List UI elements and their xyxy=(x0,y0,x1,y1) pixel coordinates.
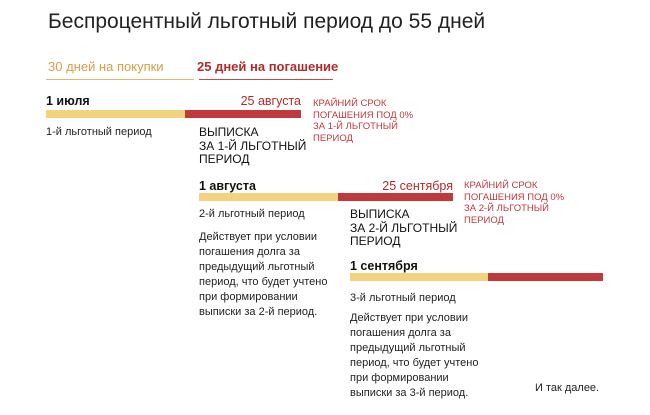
period-2-deadline-line: ЗА 2-Й ЛЬГОТНЫЙ xyxy=(464,203,549,214)
period-1-deadline-line: ПЕРИОД xyxy=(313,132,353,144)
legend-purchase-bracket xyxy=(46,79,194,80)
period-3-start-date: 1 сентября xyxy=(350,259,418,273)
legend-repay-label: 25 дней на погашение xyxy=(197,59,339,74)
period-3-repay-segment xyxy=(488,273,603,281)
period-1-deadline: КРАЙНИЙ СРОК ПОГАШЕНИЯ ПОД 0% ЗА 1-Й ЛЬГ… xyxy=(313,98,413,144)
period-2-note-line: погашения долга за xyxy=(199,246,300,258)
legend-repay-bracket xyxy=(199,79,333,80)
period-1-end-date: 25 августа xyxy=(240,94,301,108)
period-2-deadline-line: КРАЙНИЙ СРОК xyxy=(464,180,538,191)
period-1-statement-line: ВЫПИСКА xyxy=(199,125,259,139)
period-1-deadline-line: ЗА 1-Й ЛЬГОТНЫЙ xyxy=(313,121,398,132)
period-3-note-line: предыдущий льготный xyxy=(350,342,466,354)
legend-purchase-label: 30 дней на покупки xyxy=(48,59,164,74)
period-3-note-line: период, что будет учтено xyxy=(350,357,479,369)
period-3-note-line: погашения долга за xyxy=(350,327,451,339)
period-3-note-line: при формировании xyxy=(350,372,449,384)
period-2-note-line: предыдущий льготный xyxy=(199,261,315,273)
period-2-note-line: период, что будет учтено xyxy=(199,276,328,288)
period-1-start-date: 1 июля xyxy=(46,94,90,108)
period-2-start-date: 1 августа xyxy=(199,179,256,193)
period-1-purchase-segment xyxy=(46,110,186,118)
period-1-bar xyxy=(46,110,301,118)
period-2-note-line: выписки за 2-й период. xyxy=(199,306,318,318)
period-1-statement: ВЫПИСКА ЗА 1-Й ЛЬГОТНЫЙ ПЕРИОД xyxy=(199,125,307,167)
period-2-bar xyxy=(199,193,453,201)
period-1-deadline-line: КРАЙНИЙ СРОК xyxy=(313,98,387,109)
footer-note: И так далее. xyxy=(535,382,600,394)
period-3-purchase-segment xyxy=(350,273,488,281)
period-2-statement-line: ВЫПИСКА xyxy=(350,207,410,221)
period-2-statement: ВЫПИСКА ЗА 2-Й ЛЬГОТНЫЙ ПЕРИОД xyxy=(350,207,458,249)
period-2-purchase-segment xyxy=(199,193,338,201)
period-3-note-line: выписки за 3-й период. xyxy=(350,387,469,399)
period-2-deadline-line: ПЕРИОД xyxy=(464,214,504,226)
period-1-statement-line: ЗА 1-Й ЛЬГОТНЫЙ xyxy=(199,138,307,153)
period-2-statement-line: ЗА 2-Й ЛЬГОТНЫЙ xyxy=(350,220,458,235)
period-3-label: 3-й льготный период xyxy=(350,292,456,304)
period-2-note-line: при формировании xyxy=(199,291,298,303)
period-2-deadline: КРАЙНИЙ СРОК ПОГАШЕНИЯ ПОД 0% ЗА 2-Й ЛЬГ… xyxy=(464,180,564,226)
period-3-note: Действует при условии погашения долга за… xyxy=(350,311,478,401)
period-2-note-line: Действует при условии xyxy=(199,231,318,243)
period-2-deadline-line: ПОГАШЕНИЯ ПОД 0% xyxy=(464,191,565,203)
period-2-note: Действует при условии погашения долга за… xyxy=(199,230,327,320)
page-title: Беспроцентный льготный период до 55 дней xyxy=(48,10,486,33)
period-3-note-line: Действует при условии xyxy=(350,312,469,324)
period-1-deadline-line: ПОГАШЕНИЯ ПОД 0% xyxy=(313,109,414,121)
period-2-end-date: 25 сентября xyxy=(382,179,453,193)
period-1-label: 1-й льготный период xyxy=(46,126,152,138)
period-2-label: 2-й льготный период xyxy=(199,208,305,220)
period-2-repay-segment xyxy=(337,193,453,201)
period-1-repay-segment xyxy=(185,110,301,118)
period-3-bar xyxy=(350,273,603,281)
period-1-statement-line: ПЕРИОД xyxy=(199,152,250,166)
period-2-statement-line: ПЕРИОД xyxy=(350,234,401,248)
